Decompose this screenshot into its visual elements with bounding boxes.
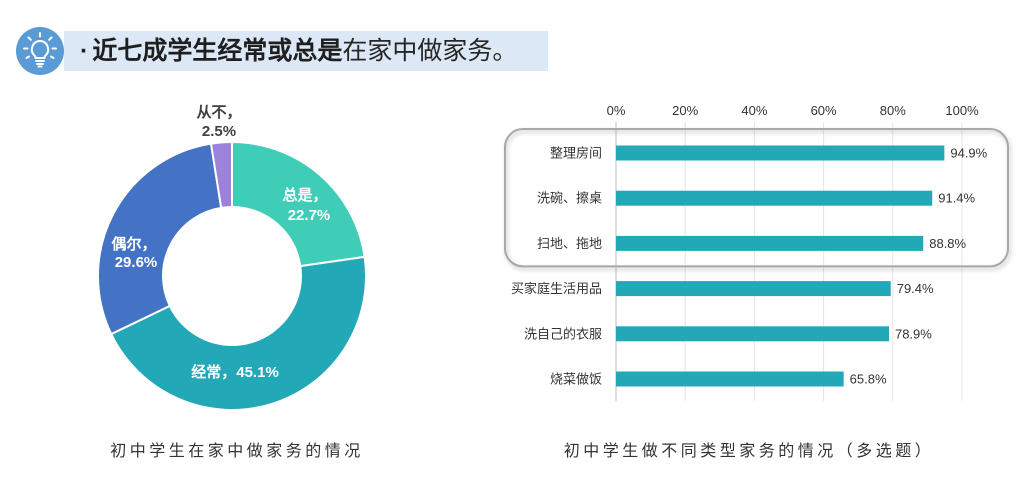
bar-value: 79.4 — [897, 281, 922, 296]
bar-tick-value: 40 — [741, 103, 755, 118]
bar-tick-suffix: % — [894, 103, 906, 118]
title-bullet: · — [80, 37, 89, 65]
donut-slice — [209, 140, 233, 209]
bar-category-label: 洗自己的衣服 — [524, 326, 602, 341]
bar-value: 88.8 — [929, 236, 954, 251]
donut-label-suffix: % — [317, 207, 330, 224]
bar-value: 94.9 — [950, 146, 975, 161]
bar-tick-value: 100 — [945, 103, 967, 118]
bar — [616, 235, 924, 251]
bar — [616, 281, 891, 297]
donut-label-separator: ， — [227, 104, 242, 121]
donut-data-label: 从不， — [196, 104, 241, 121]
bulb-base — [35, 60, 45, 68]
bar-value: 78.9 — [895, 326, 920, 341]
bulb-rays — [23, 32, 57, 59]
donut-data-label-value: 29.6% — [115, 254, 158, 271]
donut-label-category: 偶尔 — [111, 235, 141, 253]
bar-category-label: 买家庭生活用品 — [511, 281, 602, 296]
header-title: · 近七成学生经常或总是在家中做家务。 — [80, 31, 517, 71]
donut-slice — [97, 142, 223, 336]
donut-data-label: 总是， — [282, 186, 327, 204]
bar-value-label: 79.4% — [897, 281, 934, 296]
bar-value-suffix: % — [875, 372, 887, 387]
bar-value-label: 94.9% — [950, 146, 987, 161]
donut-label-suffix: % — [265, 364, 278, 381]
donut-label-category: 总是 — [282, 186, 313, 204]
bar — [616, 326, 889, 342]
bar-tick-value: 60 — [811, 103, 825, 118]
bar-tick-suffix: % — [756, 103, 768, 118]
bar-value-suffix: % — [964, 191, 976, 206]
bar — [616, 190, 933, 206]
bulb-glyph — [23, 32, 57, 68]
bar — [616, 371, 844, 387]
donut-label-value: 2.5 — [202, 123, 223, 140]
lightbulb-icon — [16, 27, 64, 75]
bar — [616, 145, 945, 161]
bar-value-suffix: % — [955, 236, 967, 251]
bulb-outline — [30, 40, 50, 59]
bar-value-label: 65.8% — [850, 372, 887, 387]
bar-tick-suffix: % — [687, 103, 699, 118]
donut-slice — [231, 140, 366, 268]
bar-tick-label: 60% — [811, 103, 837, 118]
bar-category-label: 扫地、拖地 — [537, 236, 602, 251]
donut-chart-title: 初中学生在家中做家务的情况 — [110, 442, 364, 460]
donut-label-separator: ， — [313, 187, 328, 204]
donut-chart: 总是，22.7%经常，45.1%偶尔，29.6%从不，2.5% — [97, 104, 367, 411]
title-bold-text: 近七成学生经常或总是 — [92, 37, 343, 65]
bar-tick-suffix: % — [967, 103, 979, 118]
bar-category-label: 烧菜做饭 — [550, 372, 602, 387]
donut-label-separator: ， — [221, 364, 236, 381]
bar-category-label: 整理房间 — [550, 146, 602, 161]
bar-value-suffix: % — [920, 326, 932, 341]
bar-value: 65.8 — [850, 372, 875, 387]
bar-value-label: 78.9% — [895, 326, 932, 341]
icon-circle — [16, 27, 64, 75]
title-regular-text: 在家中做家务。 — [342, 37, 518, 65]
bar-tick-label: 100% — [945, 103, 979, 118]
donut-label-separator: ， — [142, 236, 157, 253]
bar-tick-suffix: % — [825, 103, 837, 118]
bar-tick-value: 20 — [672, 103, 686, 118]
bar-value-suffix: % — [922, 281, 934, 296]
bar-category-label: 洗碗、擦桌 — [537, 191, 602, 206]
donut-label-value: 22.7 — [288, 207, 317, 224]
donut-data-label: 经常，45.1% — [191, 363, 279, 381]
bar-tick-value: 80 — [880, 103, 894, 118]
donut-label-suffix: % — [144, 254, 157, 271]
donut-label-value: 45.1 — [236, 364, 265, 381]
bar-value-label: 91.4% — [938, 191, 975, 206]
bar-value-label: 88.8% — [929, 236, 966, 251]
bar-chart-title: 初中学生做不同类型家务的情况（多选题） — [564, 442, 935, 460]
bar-tick-suffix: % — [614, 103, 626, 118]
donut-label-suffix: % — [223, 123, 236, 140]
donut-label-category: 经常 — [191, 363, 221, 381]
donut-data-label: 偶尔， — [111, 235, 156, 253]
donut-label-category: 从不 — [196, 104, 226, 121]
bar-value: 91.4 — [938, 191, 963, 206]
bar-value-suffix: % — [976, 146, 988, 161]
bar-tick-label: 20% — [672, 103, 698, 118]
header-banner — [64, 31, 548, 71]
donut-data-label-value: 22.7% — [288, 207, 331, 224]
donut-data-label-value: 2.5% — [202, 123, 236, 140]
bar-tick-label: 80% — [880, 103, 906, 118]
highlight-box — [504, 128, 1009, 268]
donut-label-value: 29.6 — [115, 254, 144, 271]
bar-chart: 0% 20% 40% 60% 80% 100%整理房间 94.9%洗碗、擦桌 91.4%扫地、… — [504, 103, 1009, 401]
bar-tick-label: 40% — [741, 103, 767, 118]
donut-slice — [109, 255, 367, 411]
bar-tick-label: 0% — [607, 103, 626, 118]
bar-tick-value: 0 — [607, 103, 614, 118]
